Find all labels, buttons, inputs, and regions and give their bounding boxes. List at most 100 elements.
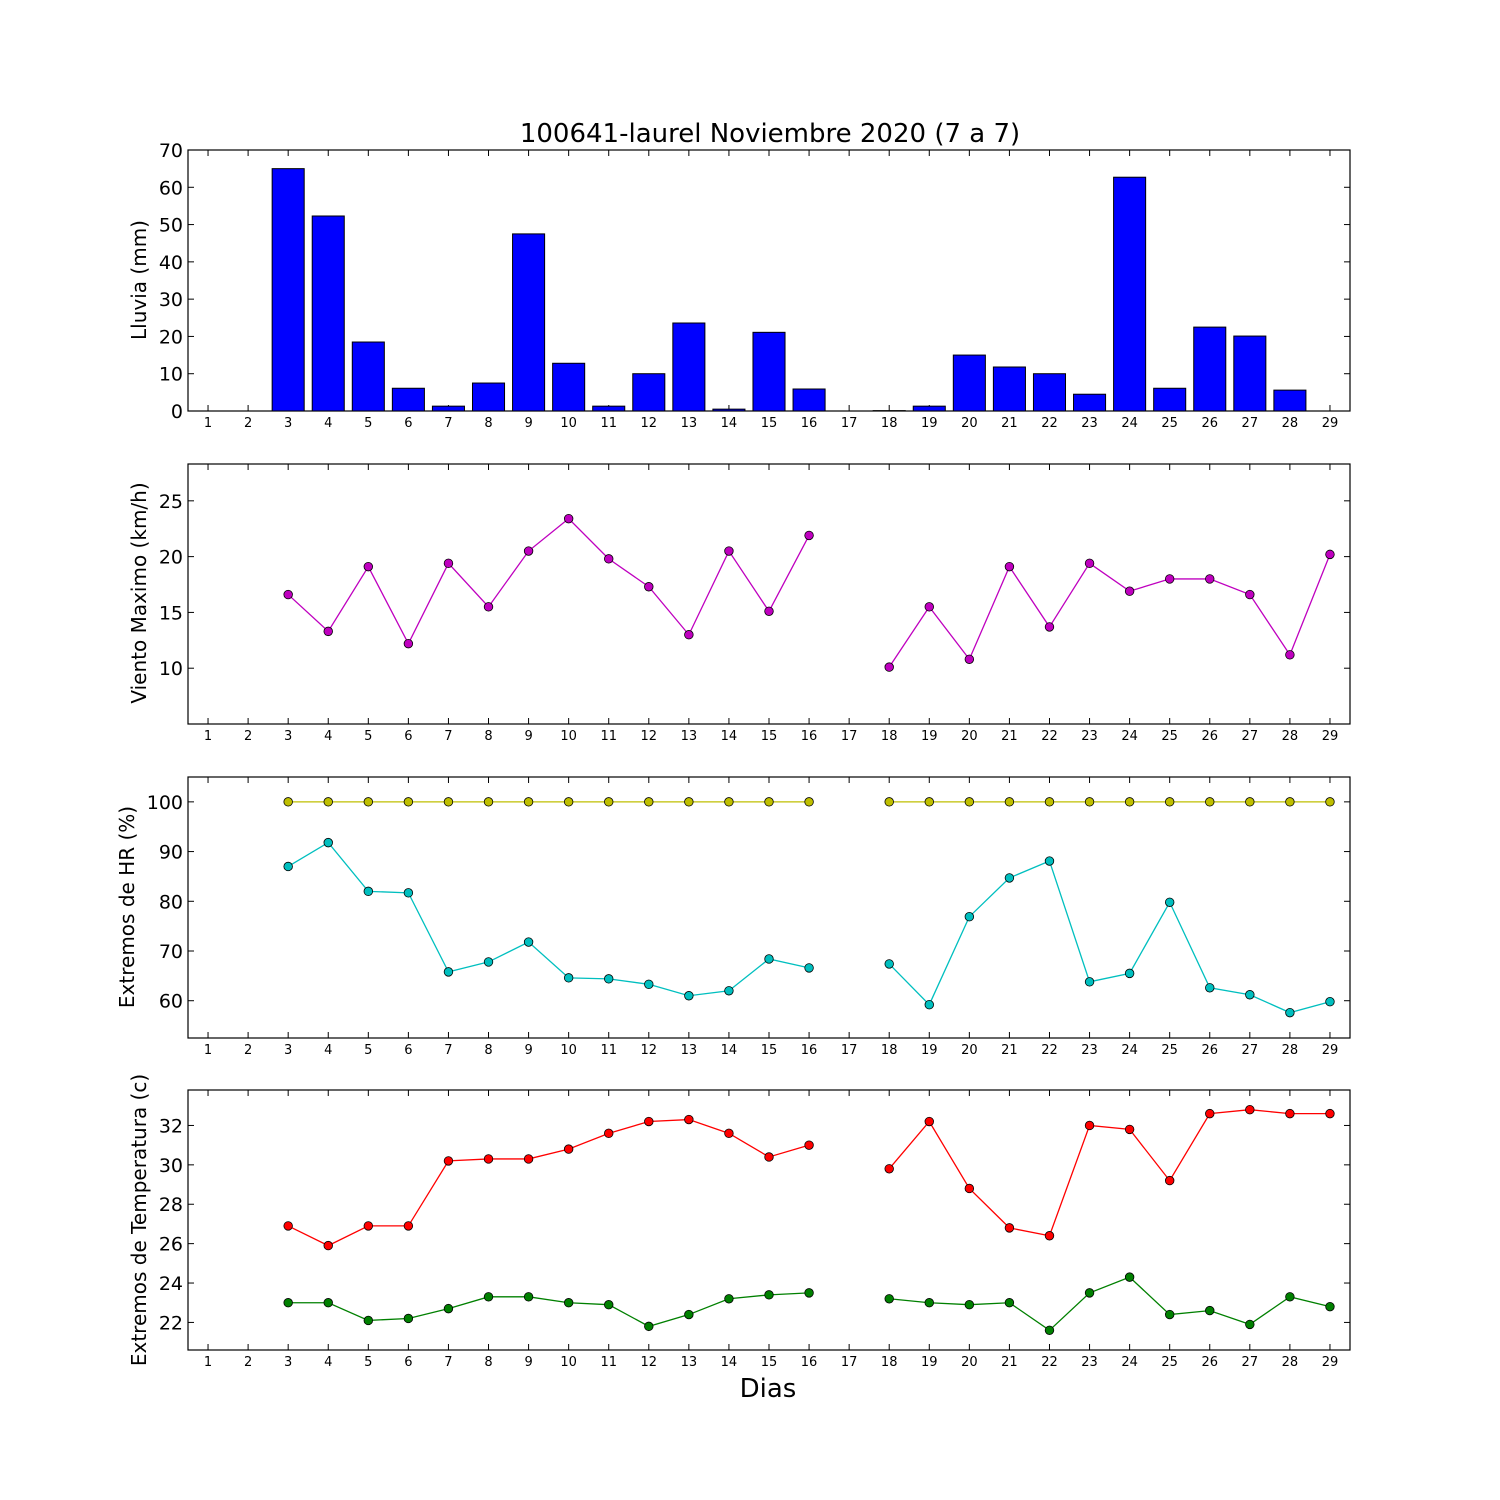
y-tick-label: 90 xyxy=(159,842,183,864)
data-point-day-15 xyxy=(764,954,774,964)
data-point-day-16 xyxy=(804,1288,814,1298)
x-tick-label: 5 xyxy=(364,1355,372,1370)
data-point-day-22 xyxy=(1044,797,1055,807)
series-line-1 xyxy=(288,1292,810,1328)
data-point-day-22 xyxy=(1044,622,1055,632)
data-point-day-28 xyxy=(1285,1007,1295,1018)
y-axis-label-temperatura: Extremos de Temperatura (c) xyxy=(127,1074,151,1366)
bar-day-6 xyxy=(391,387,425,412)
x-tick-label: 28 xyxy=(1282,1043,1299,1058)
x-tick-label: 23 xyxy=(1081,416,1098,431)
x-tick-label: 29 xyxy=(1322,729,1339,744)
y-tick-label: 24 xyxy=(159,1273,183,1295)
data-point-day-10 xyxy=(563,797,574,807)
data-point-day-26 xyxy=(1205,1305,1215,1316)
x-tick-label: 2 xyxy=(244,416,252,431)
series-line-1 xyxy=(287,841,810,997)
x-tick-label: 13 xyxy=(681,1043,698,1058)
data-point-day-24 xyxy=(1124,1124,1135,1135)
y-tick-label: 22 xyxy=(159,1312,183,1334)
x-tick-label: 27 xyxy=(1242,729,1259,744)
bar-day-8 xyxy=(471,382,506,412)
x-tick-label: 17 xyxy=(841,729,858,744)
x-tick-label: 27 xyxy=(1242,416,1259,431)
data-point-day-19 xyxy=(924,1298,934,1308)
data-point-day-7 xyxy=(443,1156,454,1166)
bar-day-24 xyxy=(1113,176,1147,412)
bar-day-21 xyxy=(992,366,1026,412)
data-point-day-16 xyxy=(804,963,814,973)
x-tick-label: 28 xyxy=(1282,416,1299,431)
y-tick-label: 70 xyxy=(159,140,183,162)
y-tick-label: 25 xyxy=(159,491,183,513)
x-tick-label: 16 xyxy=(801,729,818,744)
data-point-day-15 xyxy=(764,606,774,616)
bar-day-16 xyxy=(792,388,826,412)
bar-day-27 xyxy=(1233,335,1267,412)
data-point-day-6 xyxy=(403,888,414,898)
data-point-day-29 xyxy=(1325,549,1335,560)
x-tick-label: 4 xyxy=(324,729,332,744)
data-point-day-10 xyxy=(563,1144,574,1154)
x-tick-label: 15 xyxy=(761,1043,778,1058)
data-point-day-8 xyxy=(483,957,494,967)
data-point-day-22 xyxy=(1044,1231,1055,1241)
data-point-day-8 xyxy=(483,1292,494,1302)
data-point-day-20 xyxy=(964,1183,975,1194)
data-point-day-11 xyxy=(604,1128,614,1139)
x-tick-label: 21 xyxy=(1001,416,1018,431)
x-tick-label: 3 xyxy=(284,1043,292,1058)
chart-title: 100641-laurel Noviembre 2020 (7 a 7) xyxy=(520,119,1020,149)
x-tick-label: 13 xyxy=(681,416,698,431)
series-line-0 xyxy=(287,1118,810,1247)
x-tick-label: 18 xyxy=(881,1355,898,1370)
data-point-day-25 xyxy=(1164,797,1175,807)
x-tick-label: 16 xyxy=(801,1355,818,1370)
data-point-day-22 xyxy=(1044,1325,1055,1336)
x-tick-label: 9 xyxy=(524,729,532,744)
data-point-day-28 xyxy=(1285,1292,1295,1302)
x-tick-label: 24 xyxy=(1121,1355,1138,1370)
data-point-day-21 xyxy=(1004,797,1015,807)
bar-day-5 xyxy=(351,341,385,412)
data-point-day-4 xyxy=(323,626,333,637)
data-point-day-27 xyxy=(1245,589,1255,600)
data-point-day-19 xyxy=(924,602,934,612)
x-tick-label: 14 xyxy=(721,1355,738,1370)
data-point-day-7 xyxy=(443,797,454,807)
data-point-day-9 xyxy=(523,937,534,947)
x-tick-label: 11 xyxy=(600,1355,617,1370)
data-point-day-26 xyxy=(1205,983,1215,993)
x-tick-label: 9 xyxy=(524,416,532,431)
y-tick-label: 50 xyxy=(159,215,183,237)
data-point-day-26 xyxy=(1205,1108,1215,1119)
plot-frame xyxy=(187,776,1351,1039)
data-point-day-3 xyxy=(283,589,293,600)
x-tick-label: 5 xyxy=(364,1043,372,1058)
data-point-day-3 xyxy=(283,797,293,807)
y-tick-label: 60 xyxy=(159,991,183,1013)
bar-day-26 xyxy=(1193,326,1227,412)
data-point-day-5 xyxy=(363,797,374,807)
x-tick-label: 15 xyxy=(761,729,778,744)
x-axis-label: Dias xyxy=(740,1374,797,1404)
x-tick-label: 7 xyxy=(444,416,452,431)
data-point-day-4 xyxy=(323,1298,333,1308)
x-tick-label: 10 xyxy=(560,1355,577,1370)
x-tick-label: 17 xyxy=(841,1355,858,1370)
data-point-day-12 xyxy=(644,979,654,990)
data-point-day-18 xyxy=(884,1294,894,1304)
data-point-day-23 xyxy=(1084,1120,1095,1131)
data-point-day-10 xyxy=(563,1298,574,1308)
data-point-day-23 xyxy=(1084,797,1095,807)
data-point-day-21 xyxy=(1004,1298,1015,1308)
panel-temperatura: Extremos de Temperatura (c) 222426283032… xyxy=(127,1074,1351,1370)
data-point-day-3 xyxy=(283,1221,293,1231)
x-tick-label: 11 xyxy=(600,729,617,744)
x-tick-label: 11 xyxy=(600,416,617,431)
bar-day-12 xyxy=(632,373,666,412)
x-tick-label: 18 xyxy=(881,729,898,744)
x-tick-label: 8 xyxy=(484,729,492,744)
data-point-day-26 xyxy=(1205,797,1215,807)
y-tick-label: 60 xyxy=(159,177,183,199)
